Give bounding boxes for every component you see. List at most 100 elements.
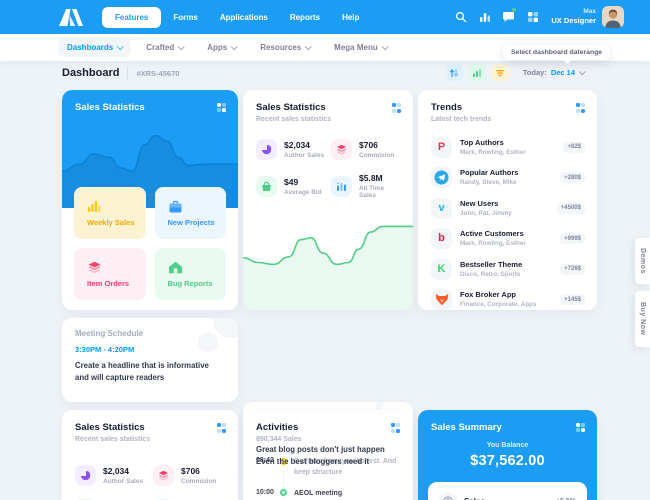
card-title: Sales Statistics xyxy=(75,422,145,433)
sales-row-icon xyxy=(439,492,457,500)
summary-sales-row[interactable]: Sales +5.5% xyxy=(439,492,576,500)
stat-author-sales: $2,034 Author Sales xyxy=(256,139,325,160)
summary-row-value: +5.5% xyxy=(556,498,576,500)
card-menu-button[interactable] xyxy=(216,102,226,113)
summary-row-label: Sales xyxy=(464,497,485,500)
stats-icon[interactable] xyxy=(478,11,491,24)
chevron-down-icon xyxy=(177,43,185,51)
chat-icon[interactable] xyxy=(502,7,517,24)
trend-bestseller-theme[interactable]: K Bestseller Theme Disco, Retro, Sports +… xyxy=(431,254,585,285)
trend-active-customers[interactable]: b Active Customers Mark, Rowling, Esther … xyxy=(431,224,585,255)
balance-label: You Balance xyxy=(486,442,529,449)
tile-bug-reports[interactable]: Bug Reports xyxy=(154,248,226,300)
nav-help[interactable]: Help xyxy=(342,12,360,22)
trend-badge: +999$ xyxy=(560,233,585,245)
activity-row: 08:42 Outlines keep you honest. And keep… xyxy=(256,457,400,479)
balance-block: You Balance $37,562.00 xyxy=(418,442,597,469)
tile-item-orders[interactable]: Item Orders xyxy=(74,248,146,300)
chart-button[interactable] xyxy=(468,64,486,81)
date-value: Dec 14 xyxy=(550,68,575,77)
event-title: Meeting Schedule xyxy=(75,329,144,338)
subnav-crafted[interactable]: Crafted xyxy=(137,38,192,57)
card-menu-button[interactable] xyxy=(575,103,585,113)
card-header: Activities 890,344 Sales xyxy=(256,422,400,443)
author-sales-icon xyxy=(256,139,277,160)
event-time: 3:30PM - 4:20PM xyxy=(75,345,135,354)
trend-names: Mark, Rowling, Esther xyxy=(460,148,526,156)
filter-button[interactable] xyxy=(491,64,509,81)
header-actions: Today: Dec 14 xyxy=(445,64,592,81)
card-menu-button[interactable] xyxy=(216,423,226,433)
commision-icon xyxy=(153,465,174,486)
trend-new-users[interactable]: v New Users John, Pat, Jimmy +4500$ xyxy=(431,193,585,224)
card-header: Sales Statistics Recent sales statistics xyxy=(243,90,413,123)
chevron-down-icon xyxy=(578,68,586,76)
meeting-schedule-card: Meeting Schedule 3:30PM - 4:20PM Create … xyxy=(62,318,238,402)
activity-row: 10:00 AEOL meeting xyxy=(256,489,400,500)
sort-button[interactable] xyxy=(445,64,463,81)
subnav-apps-label: Apps xyxy=(207,43,228,52)
card-menu-button[interactable] xyxy=(390,423,400,433)
trend-top-authors[interactable]: P Top Authors Mark, Rowling, Esther +82$ xyxy=(431,132,585,163)
apps-grid-icon[interactable] xyxy=(526,11,539,24)
divider xyxy=(127,67,129,79)
stat-commision: $706 Commision xyxy=(153,465,225,486)
trend-names: Finance, Corporate, Apps xyxy=(460,301,537,309)
nav-forms[interactable]: Forms xyxy=(173,12,198,22)
card-subtitle: Recent sales statistics xyxy=(256,116,332,123)
trend-badge: +726$ xyxy=(560,263,585,275)
subnav-apps[interactable]: Apps xyxy=(198,38,245,57)
vimeo-icon: v xyxy=(431,197,452,219)
demos-tab[interactable]: Demos xyxy=(635,238,650,284)
balance-value: $37,562.00 xyxy=(470,453,545,469)
quick-tiles: Weekly Sales New Projects Item Orders Bu… xyxy=(74,187,226,300)
sales-trend-chart xyxy=(243,225,413,310)
sales-statistics-card: Sales Statistics Recent sales statistics… xyxy=(243,90,413,310)
sales-statistics-blue-card: Sales Statistics Weekly Sales New Projec… xyxy=(62,90,238,310)
page-title: Dashboard xyxy=(62,67,120,79)
card-subtitle: 890,344 Sales xyxy=(256,436,302,443)
activity-time: 08:42 xyxy=(256,457,274,464)
tile-weekly-sales[interactable]: Weekly Sales xyxy=(74,187,146,239)
chevron-down-icon xyxy=(230,43,238,51)
tile-label: Bug Reports xyxy=(167,278,213,288)
subnav-mega-menu[interactable]: Mega Menu xyxy=(325,38,396,57)
activities-card: Activities 890,344 Sales 08:42 Outlines … xyxy=(243,410,413,500)
trend-names: Disco, Retro, Sports xyxy=(460,270,521,278)
top-nav: Features Forms Applications Reports Help xyxy=(102,6,369,28)
activity-text: AEOL meeting xyxy=(294,489,343,497)
buy-now-tab[interactable]: Buy Now xyxy=(635,291,650,347)
trends-list: P Top Authors Mark, Rowling, Esther +82$ … xyxy=(431,132,585,315)
trend-popular-authors[interactable]: Popular Authors Randy, Steve, Mike +280$ xyxy=(431,163,585,194)
subnav-crafted-label: Crafted xyxy=(146,43,175,52)
chevron-down-icon xyxy=(116,43,124,51)
activity-text: Outlines keep you honest. And keep struc… xyxy=(294,458,397,476)
subnav-resources[interactable]: Resources xyxy=(251,38,319,57)
app-logo-icon[interactable] xyxy=(58,8,84,26)
card-subtitle: Recent sales statistics xyxy=(75,436,151,443)
tile-new-projects[interactable]: New Projects xyxy=(154,187,226,239)
page-header: Dashboard #XRS-45670 xyxy=(62,67,179,79)
briefcase-icon xyxy=(169,200,181,212)
search-icon[interactable] xyxy=(454,11,467,24)
user-meta[interactable]: Max UX Designer xyxy=(551,8,596,26)
activities-timeline: 08:42 Outlines keep you honest. And keep… xyxy=(256,457,400,500)
card-menu-button[interactable] xyxy=(391,103,401,113)
nav-applications[interactable]: Applications xyxy=(219,12,268,22)
subnav-dashboards[interactable]: Dashboards xyxy=(58,38,132,57)
card-menu-button[interactable] xyxy=(575,422,585,433)
telegram-icon xyxy=(431,167,452,189)
trend-badge: +82$ xyxy=(563,141,585,153)
trend-fox-broker-app[interactable]: Fox Broker App Finance, Corporate, Apps +… xyxy=(431,285,585,316)
nav-reports[interactable]: Reports xyxy=(289,12,321,22)
avatar[interactable] xyxy=(602,6,624,28)
card-header: Sales Statistics xyxy=(75,102,226,113)
nav-features[interactable]: Features xyxy=(102,6,162,28)
home-icon xyxy=(168,261,182,273)
timeline-dot-icon xyxy=(280,489,287,497)
daterange-button[interactable]: Today: Dec 14 xyxy=(514,64,592,81)
stat-value: $706 xyxy=(359,140,378,150)
trend-badge: +280$ xyxy=(560,172,585,184)
subnav-resources-label: Resources xyxy=(260,43,302,52)
